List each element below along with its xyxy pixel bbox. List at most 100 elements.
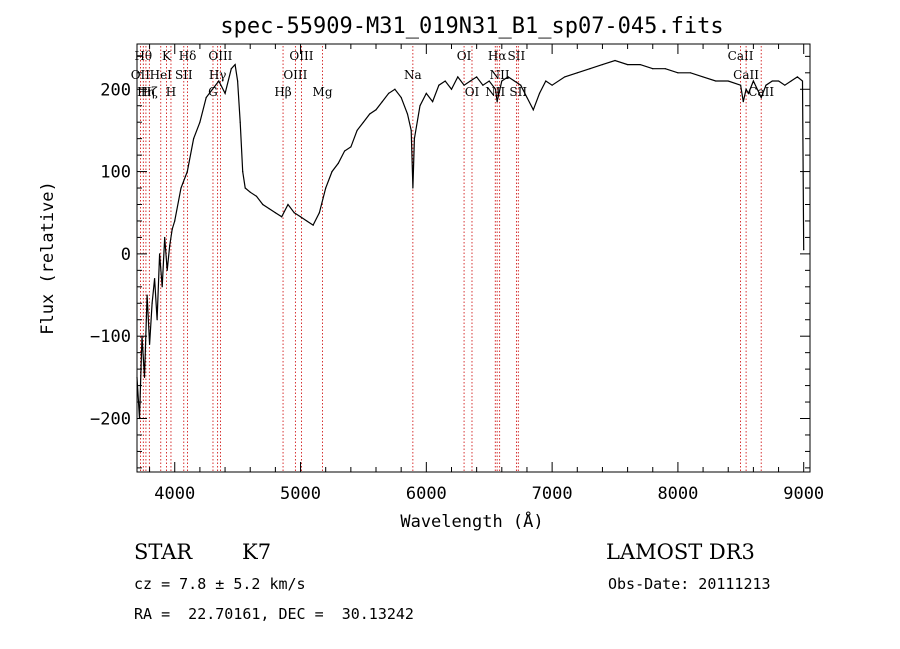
data-point (702, 76, 704, 78)
data-point (325, 187, 327, 189)
data-point (331, 170, 333, 173)
line-label-8: Hδ (179, 49, 197, 63)
plot-frame (136, 43, 811, 473)
data-point (375, 109, 377, 111)
data-point (742, 101, 744, 103)
data-point (538, 92, 541, 94)
line-label-22: SII (508, 49, 526, 63)
series-line-0 (136, 59, 805, 419)
data-point (771, 80, 773, 82)
line-label-10: Hγ (209, 68, 227, 82)
data-point (293, 212, 295, 214)
chart-title: spec-55909-M31_019N31_B1_sp07-045.fits (220, 14, 723, 39)
data-point (262, 203, 264, 206)
x-axis-label: Wavelength (Å) (400, 510, 543, 532)
data-point (496, 101, 498, 103)
data-point (268, 208, 270, 210)
data-point (639, 63, 641, 66)
data-point (287, 203, 289, 206)
data-point (790, 80, 792, 82)
data-point (318, 212, 321, 214)
data-point (444, 80, 446, 82)
data-point (255, 195, 258, 197)
data-point (727, 80, 729, 82)
y-tick-label: 100 (100, 163, 131, 183)
data-point (164, 236, 166, 239)
x-tick-label: 7000 (532, 484, 573, 504)
line-label-6: H (166, 85, 176, 99)
data-point (171, 228, 173, 230)
data-point (159, 253, 161, 255)
data-point (457, 76, 459, 78)
data-point (234, 63, 236, 66)
data-point (180, 187, 182, 189)
data-point (274, 212, 276, 214)
data-point (362, 121, 365, 123)
data-point (193, 138, 195, 140)
x-axis-ticks: 4000 5000 6000 7000 8000 9000 (149, 44, 824, 504)
data-point (156, 319, 158, 321)
line-label-24: CaII (728, 49, 754, 63)
data-point (520, 84, 522, 86)
data-point (532, 109, 534, 111)
y-tick-label: 200 (100, 80, 131, 100)
data-point (476, 76, 478, 78)
y-tick-label: 0 (121, 245, 131, 265)
x-tick-label: 4000 (154, 484, 195, 504)
line-label-3: Hζ (141, 85, 158, 99)
x-tick-label: 9000 (783, 484, 824, 504)
data-point (281, 216, 283, 218)
object-class: STAR (134, 540, 193, 564)
line-label-4: HeI (150, 68, 173, 82)
line-label-18: OI (465, 85, 480, 99)
line-label-16: Na (404, 68, 422, 82)
data-point (174, 220, 176, 222)
data-point (230, 68, 232, 70)
line-label-13: OIII (283, 68, 307, 82)
line-label-15: Mg (313, 85, 333, 99)
data-point (154, 277, 156, 280)
line-label-20: Hα (488, 49, 507, 63)
line-label-2: Hη (137, 85, 155, 99)
data-point (306, 220, 308, 222)
data-point (589, 68, 591, 70)
data-point (564, 76, 566, 78)
data-point (784, 84, 786, 86)
line-label-9: G (208, 85, 218, 99)
data-point (343, 150, 346, 152)
data-point (410, 129, 412, 132)
data-point (438, 84, 440, 86)
data-point (513, 80, 515, 82)
object-subclass: K7 (242, 540, 272, 564)
line-label-17: OI (457, 49, 472, 63)
data-point (450, 88, 453, 90)
data-point (412, 187, 414, 189)
data-point (161, 286, 163, 288)
data-point (614, 59, 616, 62)
line-label-5: K (162, 49, 172, 63)
line-label-14: OIII (289, 49, 313, 63)
data-point (760, 96, 762, 99)
data-point (237, 80, 239, 82)
line-label-11: OIII (208, 49, 232, 63)
data-point (494, 88, 497, 90)
line-label-0: Hθ (134, 49, 152, 63)
data-point (796, 76, 799, 78)
data-point (186, 170, 188, 173)
redshift-value: cz = 7.8 ± 5.2 km/s (134, 575, 306, 593)
data-point (381, 101, 383, 103)
data-point (151, 302, 153, 304)
data-point (664, 68, 666, 70)
data-point (419, 105, 421, 107)
data-point (507, 76, 509, 78)
data-point (601, 63, 604, 66)
data-point (677, 72, 679, 74)
data-point (745, 88, 747, 90)
data-point (249, 191, 251, 193)
line-label-21: NII (490, 68, 510, 82)
data-point (394, 88, 396, 90)
y-axis-label: Flux (relative) (38, 181, 58, 335)
y-tick-label: −200 (90, 410, 131, 430)
data-point (199, 121, 201, 123)
